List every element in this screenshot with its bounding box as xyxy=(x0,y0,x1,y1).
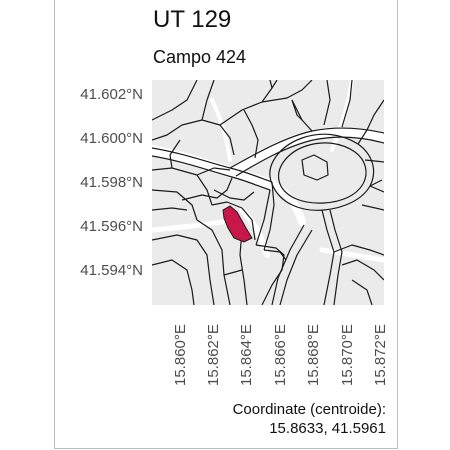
lat-tick-label: 41.598°N xyxy=(80,174,143,191)
parcel-highlight xyxy=(222,205,253,243)
lat-tick-label: 41.594°N xyxy=(80,262,143,279)
centroid-caption-label: Coordinate (centroide): xyxy=(232,401,386,418)
centroid-caption: Coordinate (centroide): 15.8633, 41.5961 xyxy=(233,400,386,438)
lon-tick-label: 15.864°E xyxy=(238,324,255,386)
lon-tick-label: 15.860°E xyxy=(172,324,189,386)
map-subtitle: Campo 424 xyxy=(153,47,247,67)
lon-tick-label: 15.862°E xyxy=(205,324,222,386)
lon-tick-label: 15.872°E xyxy=(372,324,389,386)
lon-tick-label: 15.866°E xyxy=(272,324,289,386)
map-canvas xyxy=(152,80,384,305)
lon-tick-label: 15.868°E xyxy=(305,324,322,386)
map-title: UT 129 xyxy=(153,6,232,33)
lat-tick-label: 41.596°N xyxy=(80,218,143,235)
lat-tick-label: 41.600°N xyxy=(80,130,143,147)
boundary-lines xyxy=(152,80,384,305)
lon-tick-label: 15.870°E xyxy=(339,324,356,386)
centroid-caption-value: 15.8633, 41.5961 xyxy=(269,420,386,437)
lat-tick-label: 41.602°N xyxy=(80,86,143,103)
